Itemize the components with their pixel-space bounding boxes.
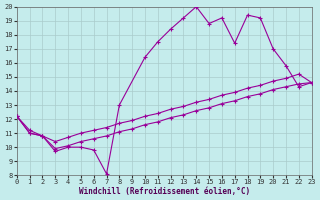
X-axis label: Windchill (Refroidissement éolien,°C): Windchill (Refroidissement éolien,°C) xyxy=(79,187,250,196)
